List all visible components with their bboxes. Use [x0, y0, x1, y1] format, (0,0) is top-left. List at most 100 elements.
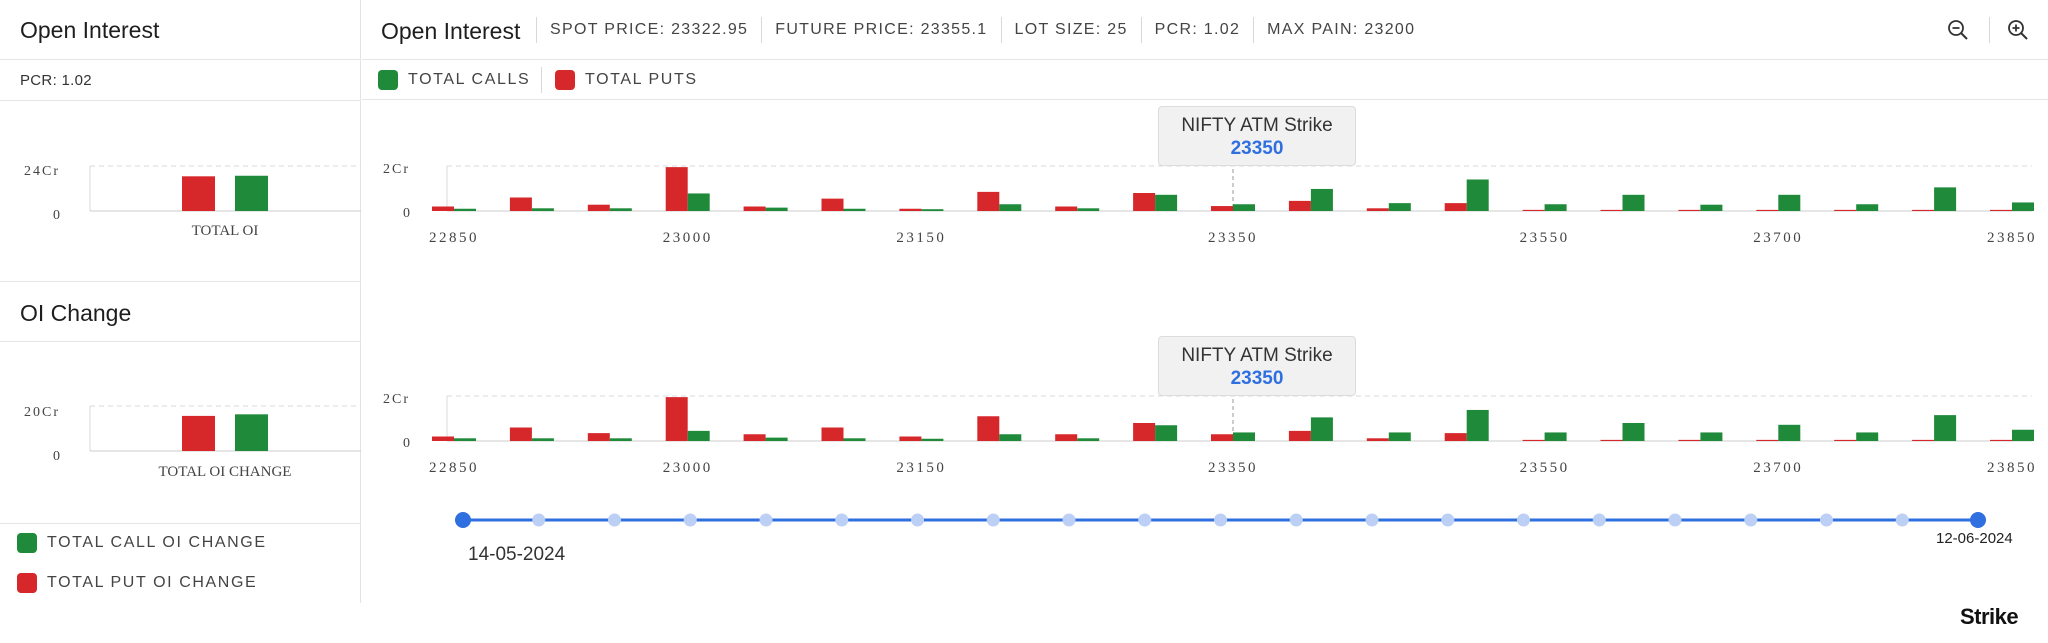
timeline-end-handle[interactable] [1970, 512, 1986, 528]
bar-put-23500[interactable] [1444, 203, 1467, 211]
bar-call-23850[interactable] [2012, 202, 2034, 211]
bar-put-23000[interactable] [665, 167, 688, 211]
legend-total-calls[interactable]: TOTAL CALLS [378, 70, 530, 90]
timeline-stop[interactable] [1820, 513, 1833, 527]
timeline-stop[interactable] [608, 513, 621, 527]
legend-call-oi-change[interactable]: TOTAL CALL OI CHANGE [17, 533, 267, 553]
bar-put-23350[interactable] [1211, 206, 1233, 211]
bar-put-22850[interactable] [432, 206, 454, 212]
bar-call-23100[interactable] [843, 208, 866, 211]
bar-call-23050[interactable] [765, 207, 788, 211]
bar-call-22950[interactable] [609, 438, 632, 441]
bar-call-23600[interactable] [1622, 423, 1645, 441]
bar-call-23650[interactable] [1700, 204, 1723, 211]
timeline-start-handle[interactable] [455, 512, 471, 528]
timeline-stop[interactable] [835, 513, 849, 527]
bar-put-22950[interactable] [587, 433, 610, 441]
bar-call-22900[interactable] [531, 438, 554, 441]
bar-put-23250[interactable] [1055, 434, 1078, 441]
bar-put-23150[interactable] [899, 208, 922, 211]
bar-put-23450[interactable] [1366, 208, 1389, 211]
timeline-stop[interactable] [911, 513, 924, 527]
legend-put-oi-change[interactable]: TOTAL PUT OI CHANGE [17, 573, 257, 593]
bar-call-23850[interactable] [2012, 429, 2034, 441]
timeline-stop[interactable] [1289, 513, 1303, 527]
timeline-stop[interactable] [1668, 513, 1682, 527]
bar-call-23700[interactable] [1778, 194, 1801, 211]
bar-call-22900[interactable] [531, 208, 554, 211]
zoom-out-button[interactable] [1945, 17, 1971, 43]
timeline-stop[interactable] [1895, 513, 1909, 527]
bar-put-23400[interactable] [1288, 430, 1311, 441]
bar-total-calls[interactable] [235, 175, 268, 211]
bar-call-23550[interactable] [1544, 204, 1567, 211]
timeline-stop[interactable] [683, 513, 697, 527]
timeline-stop[interactable] [1214, 513, 1227, 527]
bar-call-23350[interactable] [1233, 204, 1255, 211]
bar-call-23550[interactable] [1544, 432, 1567, 441]
bar-put-22900[interactable] [509, 197, 532, 212]
bar-put-23800[interactable] [1912, 209, 1935, 211]
timeline-stop[interactable] [1365, 513, 1379, 527]
bar-call-23750[interactable] [1856, 204, 1879, 211]
bar-put-23700[interactable] [1756, 209, 1779, 211]
bar-call-23050[interactable] [765, 437, 788, 441]
bar-call-23800[interactable] [1934, 187, 1957, 211]
bar-put-23650[interactable] [1678, 209, 1701, 211]
bar-call-23650[interactable] [1700, 432, 1723, 441]
bar-put-23750[interactable] [1834, 209, 1857, 211]
bar-put-22850[interactable] [432, 436, 454, 442]
bar-put-23500[interactable] [1444, 433, 1467, 441]
bar-put-23550[interactable] [1522, 439, 1545, 441]
bar-put-23650[interactable] [1678, 439, 1701, 441]
timeline-stop[interactable] [532, 513, 546, 527]
bar-call-23350[interactable] [1233, 432, 1255, 441]
bar-call-23400[interactable] [1310, 188, 1333, 211]
bar-total-puts[interactable] [182, 415, 215, 451]
bar-put-23850[interactable] [1990, 439, 2012, 441]
bar-put-23200[interactable] [977, 416, 1000, 441]
bar-put-23300[interactable] [1133, 423, 1156, 441]
bar-call-23200[interactable] [999, 434, 1022, 441]
bar-call-23750[interactable] [1856, 432, 1879, 441]
timeline-stop[interactable] [1138, 513, 1152, 527]
bar-call-22950[interactable] [609, 208, 632, 211]
bar-put-23600[interactable] [1600, 439, 1623, 441]
timeline-stop[interactable] [1744, 513, 1758, 527]
bar-put-23050[interactable] [743, 434, 766, 441]
bar-call-22850[interactable] [454, 438, 476, 441]
bar-put-23700[interactable] [1756, 439, 1779, 441]
timeline-stop[interactable] [759, 513, 773, 527]
bar-put-22950[interactable] [587, 204, 610, 211]
zoom-in-button[interactable] [2005, 17, 2031, 43]
bar-call-23800[interactable] [1934, 415, 1957, 441]
bar-call-23200[interactable] [999, 204, 1022, 211]
bar-call-23500[interactable] [1466, 179, 1489, 212]
bar-call-23100[interactable] [843, 438, 866, 441]
timeline-stop[interactable] [1441, 513, 1455, 527]
bar-call-23600[interactable] [1622, 194, 1645, 211]
timeline-stop[interactable] [1592, 513, 1606, 527]
bar-put-23800[interactable] [1912, 439, 1935, 441]
bar-call-23150[interactable] [921, 438, 944, 441]
date-timeline-slider[interactable]: 14-05-2024 12-06-2024 [362, 500, 2048, 580]
bar-call-23000[interactable] [687, 193, 710, 211]
bar-call-23150[interactable] [921, 209, 944, 211]
bar-put-23750[interactable] [1834, 439, 1857, 441]
timeline-stop[interactable] [986, 513, 1000, 527]
bar-call-23300[interactable] [1155, 425, 1178, 441]
bar-put-23100[interactable] [821, 427, 844, 442]
timeline-stop[interactable] [1062, 513, 1076, 527]
bar-put-23000[interactable] [665, 397, 688, 441]
bar-put-22900[interactable] [509, 427, 532, 442]
bar-call-23250[interactable] [1077, 438, 1100, 441]
bar-call-23400[interactable] [1310, 417, 1333, 441]
bar-put-23400[interactable] [1288, 200, 1311, 211]
bar-put-23850[interactable] [1990, 209, 2012, 211]
bar-put-23200[interactable] [977, 191, 1000, 211]
bar-put-23450[interactable] [1366, 438, 1389, 441]
bar-put-23350[interactable] [1211, 434, 1233, 441]
bar-put-23550[interactable] [1522, 209, 1545, 211]
timeline-stop[interactable] [1517, 513, 1530, 527]
bar-call-23450[interactable] [1388, 203, 1411, 211]
